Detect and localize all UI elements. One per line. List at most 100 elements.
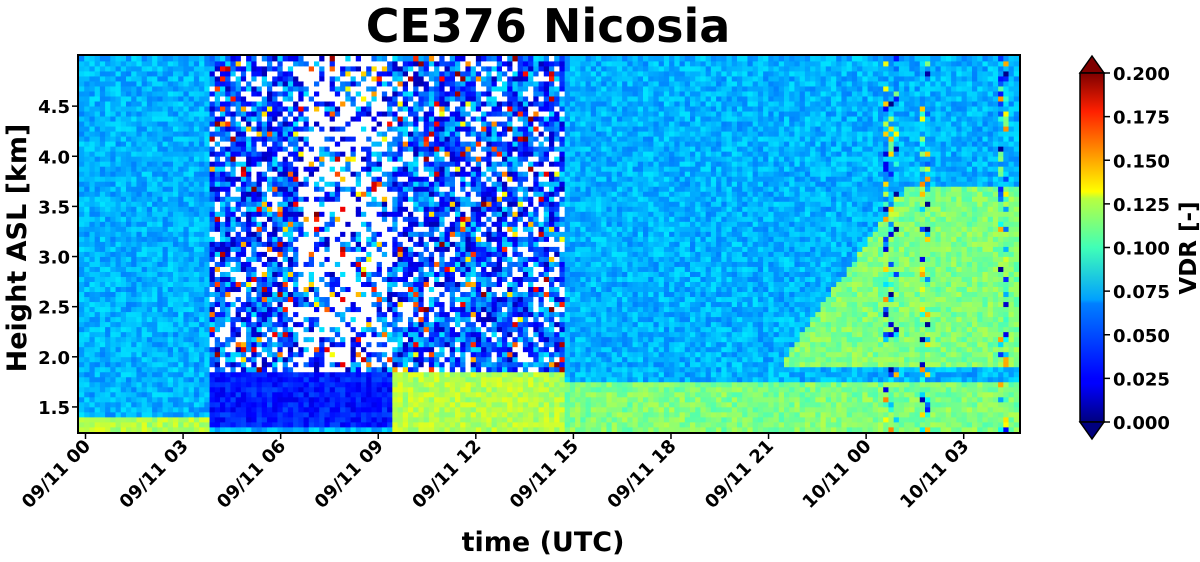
heatmap-cell (79, 211, 85, 217)
heatmap-cell (230, 301, 237, 308)
heatmap-cell (251, 181, 257, 187)
heatmap-cell (152, 226, 158, 232)
heatmap-cell (303, 381, 310, 388)
heatmap-cell (246, 76, 252, 82)
heatmap-cell (371, 276, 378, 282)
heatmap-cell (277, 306, 284, 313)
heatmap-cell (110, 306, 116, 313)
heatmap-cell (397, 196, 404, 202)
heatmap-cell (418, 141, 425, 147)
heatmap-cell (167, 296, 174, 303)
heatmap-cell (199, 221, 205, 227)
heatmap-cell (193, 191, 200, 197)
heatmap-cell (89, 376, 96, 383)
heatmap-cell (105, 116, 111, 122)
heatmap-cell (282, 371, 289, 378)
heatmap-cell (361, 206, 367, 212)
heatmap-cell (214, 396, 221, 403)
heatmap-cell (120, 226, 127, 232)
heatmap-cell (89, 106, 96, 112)
heatmap-cell (256, 386, 263, 393)
heatmap-cell (355, 101, 362, 107)
heatmap-cell (89, 356, 96, 363)
heatmap-cell (366, 96, 372, 102)
heatmap-cell (361, 301, 367, 308)
heatmap-cell (183, 381, 190, 388)
heatmap-cell (423, 291, 430, 298)
heatmap-cell (220, 231, 226, 237)
heatmap-cell (298, 221, 304, 227)
heatmap-cell (188, 286, 195, 293)
heatmap-cell (162, 311, 169, 318)
heatmap-cell (267, 156, 273, 162)
heatmap-cell (225, 346, 231, 353)
heatmap-cell (214, 191, 221, 197)
heatmap-cell (209, 186, 216, 192)
heatmap-cell (376, 281, 383, 288)
heatmap-cell (204, 156, 210, 162)
heatmap-cell (366, 316, 372, 323)
heatmap-cell (173, 71, 179, 77)
heatmap-cell (214, 171, 221, 177)
heatmap-cell (79, 326, 85, 333)
heatmap-cell (230, 231, 237, 237)
heatmap-cell (79, 106, 85, 112)
heatmap-cell (152, 326, 158, 333)
heatmap-cell (115, 186, 122, 192)
heatmap-cell (105, 371, 111, 378)
heatmap-cell (167, 151, 174, 157)
heatmap-cell (230, 201, 237, 207)
heatmap-cell (277, 291, 284, 298)
heatmap-cell (345, 381, 351, 388)
heatmap-cell (256, 161, 263, 167)
heatmap-cell (371, 406, 378, 413)
heatmap-cell (366, 396, 372, 403)
heatmap-cell (282, 316, 289, 323)
heatmap-cell (84, 176, 90, 182)
heatmap-cell (146, 216, 153, 222)
heatmap-cell (361, 171, 367, 177)
heatmap-cell (251, 276, 257, 282)
heatmap-cell (251, 421, 257, 428)
heatmap-cell (387, 126, 393, 132)
heatmap-cell (240, 241, 247, 247)
heatmap-cell (105, 191, 111, 197)
heatmap-cell (272, 266, 278, 272)
heatmap-cell (157, 346, 163, 353)
heatmap-cell (418, 206, 425, 212)
heatmap-cell (308, 266, 315, 272)
heatmap-cell (94, 206, 101, 212)
heatmap-cell (298, 201, 304, 207)
heatmap-cell (397, 141, 404, 147)
heatmap-cell (240, 166, 247, 172)
heatmap-cell (136, 241, 143, 247)
heatmap-cell (126, 401, 132, 408)
heatmap-cell (99, 106, 106, 112)
heatmap-cell (120, 146, 127, 152)
heatmap-cell (115, 361, 122, 368)
heatmap-cell (188, 191, 195, 197)
heatmap-cell (193, 361, 200, 368)
heatmap-cell (89, 246, 96, 252)
heatmap-cell (152, 276, 158, 282)
heatmap-cell (173, 286, 179, 293)
heatmap-cell (199, 61, 205, 67)
heatmap-cell (324, 141, 331, 147)
heatmap-cell (261, 316, 268, 323)
heatmap-cell (381, 366, 388, 373)
heatmap-cell (261, 181, 268, 187)
heatmap-cell (340, 416, 346, 423)
heatmap-cell (256, 166, 263, 172)
heatmap-cell (350, 216, 357, 222)
heatmap-cell (225, 136, 231, 142)
heatmap-cell (141, 366, 148, 373)
heatmap-cell (105, 266, 111, 272)
heatmap-cell (136, 381, 143, 388)
heatmap-cell (105, 276, 111, 282)
heatmap-cell (355, 396, 362, 403)
heatmap-cell (392, 371, 398, 378)
heatmap-cell (115, 256, 122, 262)
heatmap-cell (319, 181, 325, 187)
heatmap-cell (131, 236, 137, 242)
heatmap-cell (397, 151, 404, 157)
